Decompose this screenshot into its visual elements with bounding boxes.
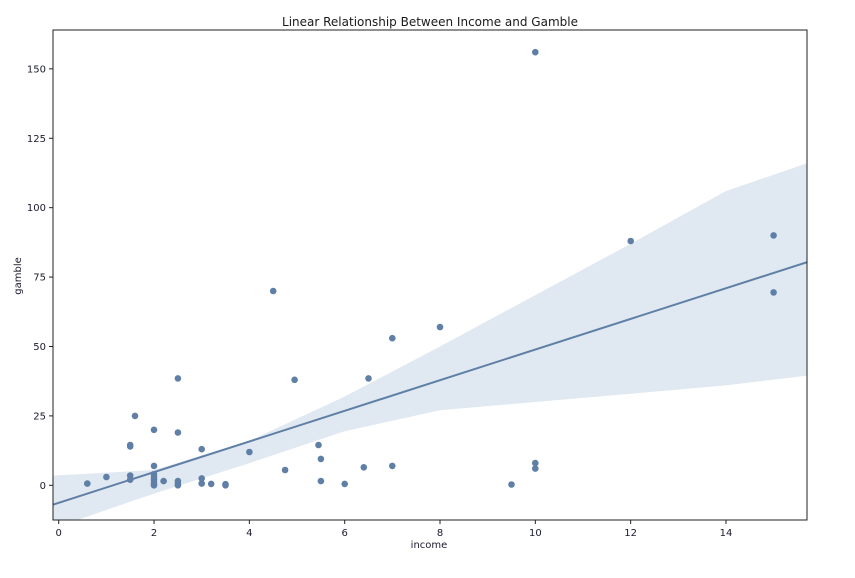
data-point xyxy=(532,48,539,56)
y-tick-label: 125 xyxy=(27,134,46,145)
data-point xyxy=(627,237,634,245)
data-point xyxy=(150,462,158,470)
data-point xyxy=(341,480,349,488)
data-point xyxy=(126,443,134,450)
plot-area xyxy=(53,48,807,520)
data-point xyxy=(389,334,396,342)
axes: 0 2 4 6 8 10 12 14 0 25 50 75 100 125 150 xyxy=(27,29,808,539)
data-point xyxy=(198,445,205,453)
data-point xyxy=(317,477,325,485)
data-point xyxy=(389,462,396,470)
data-point xyxy=(198,475,205,482)
data-point xyxy=(281,466,289,474)
data-point xyxy=(126,476,134,484)
data-point xyxy=(246,448,253,456)
plot-inner xyxy=(53,48,807,520)
data-point xyxy=(532,465,539,472)
y-tick-label: 100 xyxy=(27,203,46,214)
data-point xyxy=(198,480,205,487)
data-point xyxy=(532,459,539,467)
y-tick-label: 50 xyxy=(33,342,46,353)
y-tick-label: 150 xyxy=(27,64,46,75)
data-point xyxy=(103,473,110,481)
axes-frame xyxy=(52,29,808,521)
data-point xyxy=(150,482,158,489)
data-point xyxy=(84,480,91,487)
x-tick-label: 10 xyxy=(529,528,542,539)
confidence-band xyxy=(53,163,807,520)
x-tick-label: 8 xyxy=(437,528,443,539)
data-point xyxy=(291,376,298,384)
x-tick-label: 4 xyxy=(246,528,252,539)
x-tick-label: 12 xyxy=(624,528,637,539)
x-tick-label: 6 xyxy=(341,528,347,539)
x-tick-label: 0 xyxy=(56,528,62,539)
data-point xyxy=(174,429,182,436)
data-point xyxy=(770,289,777,296)
data-point xyxy=(131,412,139,420)
data-point xyxy=(770,232,777,239)
data-point xyxy=(317,455,325,463)
x-axis-title: income xyxy=(411,540,448,551)
data-point xyxy=(150,426,158,434)
y-tick-label: 0 xyxy=(40,481,46,492)
data-point xyxy=(360,464,368,471)
data-point xyxy=(269,287,277,295)
y-axis-title: gamble xyxy=(13,257,24,295)
data-point xyxy=(365,375,372,382)
data-point xyxy=(508,481,515,488)
data-point xyxy=(207,480,215,488)
x-tick-label: 14 xyxy=(720,528,733,539)
data-point xyxy=(174,482,182,489)
data-point xyxy=(160,477,167,485)
data-point xyxy=(222,482,229,489)
data-point xyxy=(174,375,182,382)
chart-title: Linear Relationship Between Income and G… xyxy=(282,15,578,29)
x-tick-label: 2 xyxy=(151,528,157,539)
data-point xyxy=(436,323,444,331)
data-point xyxy=(315,441,322,449)
y-tick-label: 25 xyxy=(33,411,46,422)
regression-line xyxy=(53,261,807,506)
y-tick-label: 75 xyxy=(33,273,46,284)
